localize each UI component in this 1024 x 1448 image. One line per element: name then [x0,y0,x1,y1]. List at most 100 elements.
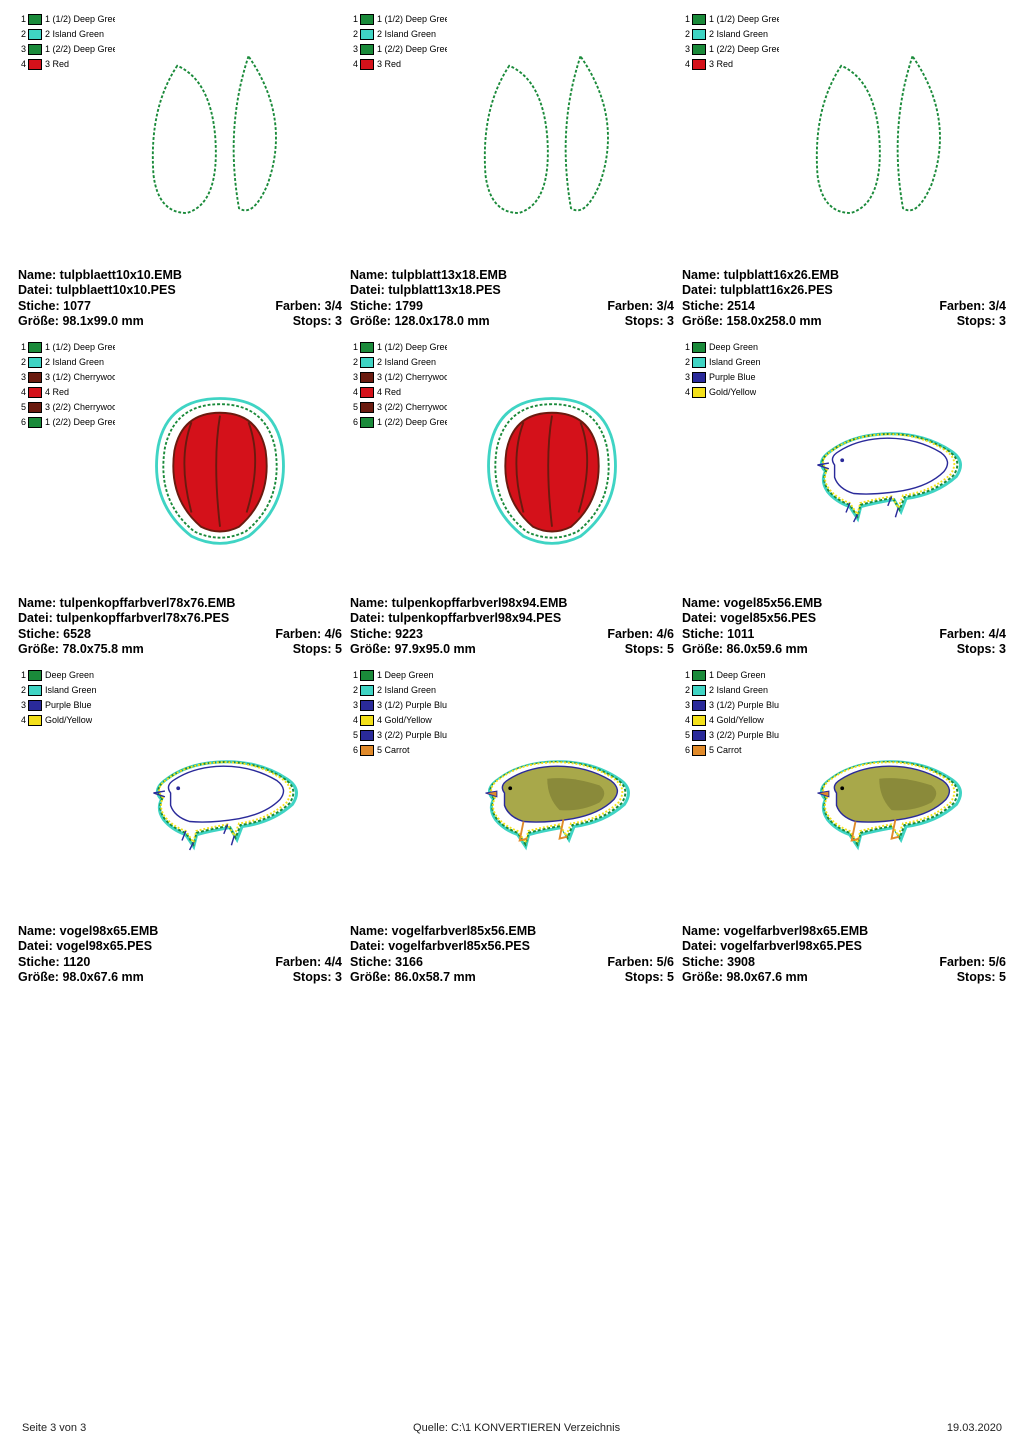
design-cell: 1 Deep Green2 Island Green3 Purple Blue4… [18,666,342,986]
legend-index: 2 [18,355,26,369]
legend-row: 3 3 (1/2) Purple Blu [682,698,779,712]
legend-index: 2 [350,27,358,41]
legend-index: 3 [18,370,26,384]
legend-label: 1 (2/2) Deep Gree [709,42,779,56]
color-swatch [360,417,374,428]
legend-label: 2 Island Green [45,355,104,369]
legend-label: 3 Red [709,57,733,71]
color-swatch [28,59,42,70]
legend-label: 1 (2/2) Deep Gree [377,42,447,56]
legend-index: 1 [682,340,690,354]
legend-label: 1 (2/2) Deep Gree [45,415,115,429]
legend-index: 1 [682,12,690,26]
legend-label: 2 Island Green [709,27,768,41]
meta-name: Name: tulpenkopffarbverl98x94.EMB [350,596,674,612]
meta-stops: Stops: 5 [957,970,1006,986]
meta-datei: Datei: tulpblatt16x26.PES [682,283,1006,299]
legend-index: 2 [682,355,690,369]
meta-name: Name: tulpblatt16x26.EMB [682,268,1006,284]
meta-datei: Datei: vogelfarbverl98x65.PES [682,939,1006,955]
color-swatch [692,730,706,741]
design-cell: 1 1 Deep Green2 2 Island Green3 3 (1/2) … [682,666,1006,986]
meta-stops: Stops: 3 [293,314,342,330]
legend-row: 1 Deep Green [18,668,97,682]
legend-row: 6 1 (2/2) Deep Gree [18,415,115,429]
design-preview: 1 1 (1/2) Deep Gree2 2 Island Green3 3 (… [350,338,674,592]
design-artwork [125,698,315,888]
design-metadata: Name: tulpblatt13x18.EMB Datei: tulpblat… [350,264,674,331]
meta-farben: Farben: 4/6 [607,627,674,643]
legend-row: 1 1 Deep Green [350,668,447,682]
legend-index: 2 [18,27,26,41]
footer-left: Seite 3 von 3 [22,1422,86,1434]
meta-name: Name: vogel98x65.EMB [18,924,342,940]
legend-index: 4 [682,385,690,399]
meta-name: Name: vogelfarbverl98x65.EMB [682,924,1006,940]
legend-index: 1 [350,668,358,682]
legend-label: 4 Gold/Yellow [377,713,432,727]
legend-row: 4 3 Red [682,57,779,71]
legend-label: 5 Carrot [709,743,742,757]
color-swatch [360,342,374,353]
legend-row: 2 2 Island Green [682,27,779,41]
legend-row: 2 2 Island Green [350,27,447,41]
legend-row: 2 2 Island Green [18,355,115,369]
color-swatch [28,402,42,413]
legend-index: 2 [350,355,358,369]
legend-index: 3 [350,698,358,712]
legend-index: 4 [350,57,358,71]
meta-name: Name: vogel85x56.EMB [682,596,1006,612]
design-preview: 1 Deep Green2 Island Green3 Purple Blue4… [18,666,342,920]
legend-index: 4 [350,385,358,399]
legend-label: 3 (2/2) Purple Blu [377,728,447,742]
color-swatch [692,387,706,398]
legend-label: Deep Green [709,340,758,354]
color-swatch [360,715,374,726]
meta-groesse: Größe: 78.0x75.8 mm [18,642,144,658]
design-metadata: Name: vogel85x56.EMB Datei: vogel85x56.P… [682,592,1006,659]
legend-label: 3 (2/2) Cherrywoo [377,400,447,414]
legend-label: 5 Carrot [377,743,410,757]
meta-stops: Stops: 5 [625,642,674,658]
legend-label: 1 (2/2) Deep Gree [377,415,447,429]
meta-farben: Farben: 3/4 [607,299,674,315]
legend-row: 4 3 Red [350,57,447,71]
design-cell: 1 1 (1/2) Deep Gree2 2 Island Green3 1 (… [350,10,674,330]
meta-farben: Farben: 5/6 [939,955,1006,971]
legend-index: 4 [682,713,690,727]
meta-groesse: Größe: 128.0x178.0 mm [350,314,490,330]
legend-row: 1 1 (1/2) Deep Gree [682,12,779,26]
meta-datei: Datei: vogel85x56.PES [682,611,1006,627]
color-swatch [360,745,374,756]
color-legend: 1 1 (1/2) Deep Gree2 2 Island Green3 1 (… [682,12,779,72]
meta-farben: Farben: 3/4 [275,299,342,315]
legend-index: 6 [350,743,358,757]
legend-row: 6 5 Carrot [682,743,779,757]
legend-label: 1 (1/2) Deep Gree [377,340,447,354]
color-swatch [360,685,374,696]
color-legend: 1 1 (1/2) Deep Gree2 2 Island Green3 3 (… [350,340,447,430]
design-preview: 1 1 (1/2) Deep Gree2 2 Island Green3 1 (… [350,10,674,264]
meta-stiche: Stiche: 3166 [350,955,423,971]
color-swatch [692,700,706,711]
legend-row: 3 3 (1/2) Cherrywoo [18,370,115,384]
meta-stiche: Stiche: 1799 [350,299,423,315]
color-swatch [360,29,374,40]
design-preview: 1 1 Deep Green2 2 Island Green3 3 (1/2) … [682,666,1006,920]
meta-farben: Farben: 4/4 [939,627,1006,643]
legend-row: 4 4 Gold/Yellow [350,713,447,727]
legend-label: 3 (1/2) Cherrywoo [45,370,115,384]
legend-index: 1 [350,12,358,26]
legend-row: 4 4 Gold/Yellow [682,713,779,727]
meta-stiche: Stiche: 6528 [18,627,91,643]
legend-row: 1 1 (1/2) Deep Gree [350,12,447,26]
legend-index: 5 [350,728,358,742]
meta-groesse: Größe: 158.0x258.0 mm [682,314,822,330]
legend-row: 4 Gold/Yellow [682,385,761,399]
legend-row: 2 2 Island Green [682,683,779,697]
legend-label: 2 Island Green [709,683,768,697]
color-swatch [692,14,706,25]
meta-stops: Stops: 5 [293,642,342,658]
legend-index: 2 [350,683,358,697]
legend-row: 1 1 (1/2) Deep Gree [18,12,115,26]
